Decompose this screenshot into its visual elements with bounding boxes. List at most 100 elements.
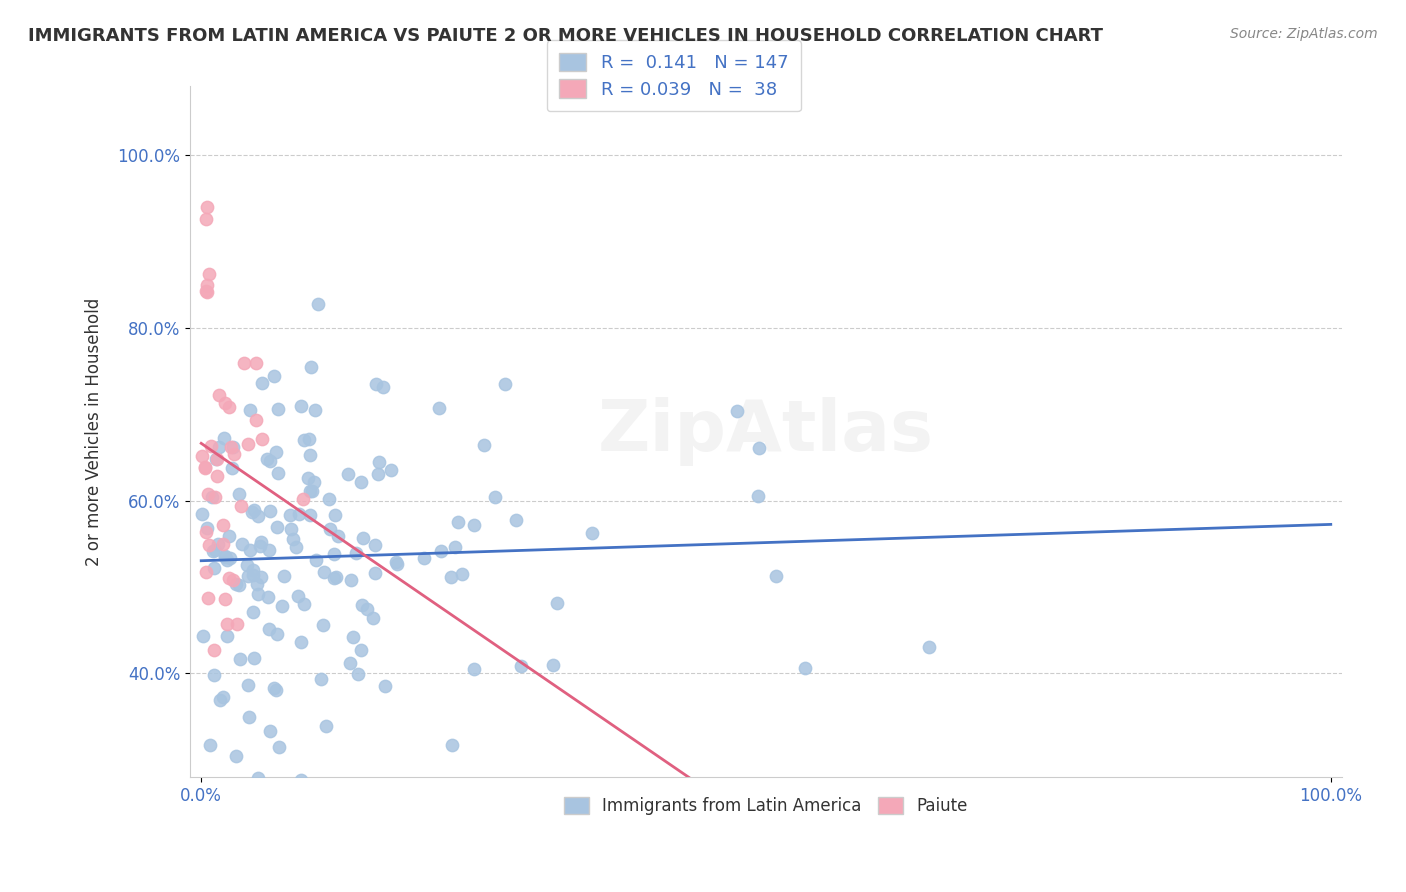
Point: [243, 503, 266, 517]
Point: [214, 592, 236, 607]
Point: [204, 490, 226, 504]
Point: [238, 569, 260, 583]
Point: [299, 448, 322, 462]
Point: [266, 466, 288, 480]
Point: [363, 610, 385, 624]
Point: [204, 543, 226, 558]
Point: [228, 487, 250, 501]
Point: [259, 723, 281, 738]
Point: [725, 404, 748, 418]
Point: [364, 566, 387, 581]
Point: [236, 437, 259, 451]
Point: [299, 484, 322, 499]
Point: [318, 492, 340, 507]
Point: [352, 598, 374, 612]
Point: [290, 635, 312, 649]
Point: [323, 547, 346, 561]
Point: [239, 403, 262, 417]
Point: [748, 442, 770, 456]
Point: [257, 622, 280, 636]
Point: [440, 570, 463, 584]
Point: [211, 537, 233, 551]
Point: [191, 449, 214, 463]
Point: [214, 396, 236, 410]
Point: [271, 599, 294, 614]
Point: [195, 200, 218, 214]
Point: [247, 508, 270, 523]
Point: [765, 568, 787, 582]
Point: [221, 460, 243, 475]
Point: [298, 508, 321, 522]
Point: [198, 738, 221, 752]
Point: [257, 543, 280, 558]
Point: [194, 524, 217, 539]
Point: [222, 573, 245, 587]
Point: [444, 540, 467, 554]
Point: [273, 569, 295, 583]
Point: [305, 552, 328, 566]
Point: [236, 678, 259, 692]
Point: [194, 285, 217, 299]
Point: [364, 376, 387, 391]
Point: [284, 541, 307, 555]
Point: [195, 278, 218, 293]
Point: [344, 546, 367, 560]
Text: IMMIGRANTS FROM LATIN AMERICA VS PAIUTE 2 OR MORE VEHICLES IN HOUSEHOLD CORRELAT: IMMIGRANTS FROM LATIN AMERICA VS PAIUTE …: [28, 27, 1104, 45]
Point: [337, 467, 360, 481]
Point: [322, 571, 344, 585]
Point: [299, 360, 322, 375]
Point: [207, 537, 229, 551]
Text: Source: ZipAtlas.com: Source: ZipAtlas.com: [1230, 27, 1378, 41]
Point: [319, 522, 342, 536]
Point: [228, 578, 250, 592]
Point: [217, 628, 239, 642]
Point: [427, 401, 450, 415]
Point: [215, 553, 238, 567]
Point: [240, 505, 263, 519]
Point: [194, 211, 217, 226]
Point: [364, 537, 387, 551]
Point: [222, 440, 245, 454]
Point: [249, 539, 271, 553]
Point: [342, 630, 364, 644]
Point: [323, 508, 346, 522]
Point: [219, 440, 242, 454]
Point: [301, 484, 323, 499]
Point: [290, 399, 312, 413]
Point: [292, 433, 315, 447]
Point: [269, 740, 291, 755]
Point: [440, 738, 463, 752]
Point: [195, 285, 218, 299]
Point: [509, 659, 531, 673]
Point: [290, 773, 312, 788]
Point: [246, 577, 269, 591]
Point: [368, 455, 391, 469]
Point: [259, 504, 281, 518]
Point: [505, 513, 527, 527]
Point: [326, 529, 349, 543]
Point: [202, 561, 225, 575]
Point: [208, 388, 231, 402]
Point: [214, 549, 236, 564]
Point: [413, 551, 436, 566]
Point: [292, 491, 315, 506]
Point: [367, 467, 389, 482]
Point: [267, 401, 290, 416]
Point: [472, 438, 495, 452]
Point: [250, 376, 273, 390]
Point: [312, 565, 335, 579]
Point: [191, 508, 214, 522]
Point: [194, 459, 217, 474]
Point: [236, 558, 259, 573]
Point: [463, 518, 485, 533]
Point: [374, 679, 396, 693]
Point: [193, 629, 215, 643]
Point: [339, 656, 361, 670]
Point: [918, 640, 941, 654]
Point: [350, 475, 373, 489]
Point: [218, 529, 240, 543]
Point: [245, 413, 267, 427]
Point: [278, 508, 301, 523]
Point: [541, 657, 564, 672]
Point: [252, 432, 274, 446]
